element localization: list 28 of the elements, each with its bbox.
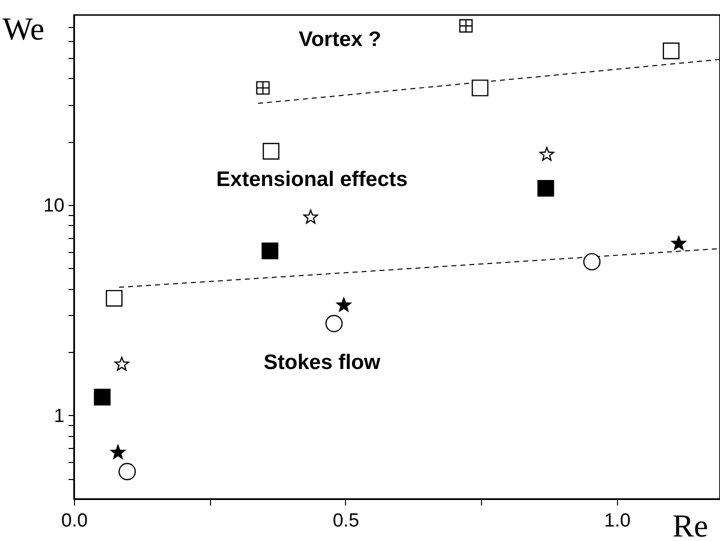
y-axis-title: We bbox=[2, 10, 44, 46]
x-tick-label: 1.0 bbox=[604, 510, 631, 532]
x-tick-label: 0.5 bbox=[332, 510, 360, 532]
point bbox=[303, 210, 318, 224]
point bbox=[94, 388, 111, 406]
point bbox=[106, 290, 123, 307]
point bbox=[459, 19, 473, 33]
point bbox=[118, 462, 136, 480]
x-tick-label: 0.0 bbox=[61, 510, 88, 532]
y-tick-label: 1 bbox=[54, 406, 64, 427]
point bbox=[114, 356, 130, 371]
x-axis-title: Re bbox=[672, 508, 708, 541]
point bbox=[325, 314, 343, 332]
point bbox=[336, 298, 352, 312]
point bbox=[583, 253, 601, 270]
point bbox=[662, 42, 680, 60]
point bbox=[671, 236, 686, 250]
point bbox=[262, 242, 278, 260]
point bbox=[472, 80, 488, 96]
annotation: Stokes flow bbox=[264, 351, 382, 374]
annotation: Extensional effects bbox=[216, 168, 408, 191]
point bbox=[110, 444, 126, 459]
point bbox=[537, 180, 554, 197]
point bbox=[262, 142, 280, 160]
annotation: Vortex ? bbox=[298, 28, 382, 51]
y-tick-label: 10 bbox=[43, 195, 64, 216]
point bbox=[540, 146, 554, 161]
point bbox=[256, 81, 270, 95]
